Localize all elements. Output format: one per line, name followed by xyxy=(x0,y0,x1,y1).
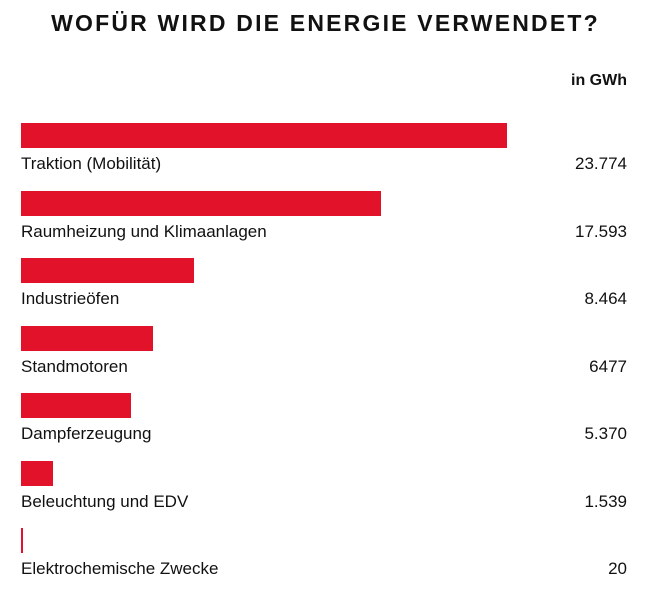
category-label: Dampferzeugung xyxy=(21,424,152,443)
unit-label: in GWh xyxy=(571,72,627,89)
category-label: Beleuchtung und EDV xyxy=(21,491,189,511)
value-label: 23.774 xyxy=(575,154,627,173)
category-label: Industrieöfen xyxy=(21,289,120,308)
value-label: 8.464 xyxy=(584,289,627,308)
value-label: 20 xyxy=(608,559,627,578)
bar-row: Raumheizung und Klimaanlagen 17.593 xyxy=(0,190,651,259)
bar xyxy=(21,190,381,216)
bar-row: Beleuchtung und EDV 1.539 xyxy=(0,460,651,529)
category-label: Traktion (Mobilität) xyxy=(21,154,162,173)
bar xyxy=(21,528,23,553)
bar-row: Traktion (Mobilität) 23.774 xyxy=(0,123,651,191)
bar xyxy=(21,393,131,418)
category-label: Elektrochemische Zwecke xyxy=(21,559,219,578)
bar-row: Standmotoren 6477 xyxy=(0,325,651,394)
value-label: 1.539 xyxy=(584,491,627,511)
bar-row: Elektrochemische Zwecke 20 xyxy=(0,528,651,596)
category-label: Raumheizung und Klimaanlagen xyxy=(21,221,267,241)
bar-row: Industrieöfen 8.464 xyxy=(0,258,651,326)
value-label: 6477 xyxy=(589,356,627,376)
value-label: 17.593 xyxy=(575,221,627,241)
bar xyxy=(21,325,154,351)
bar xyxy=(21,123,507,148)
bar xyxy=(21,460,53,486)
category-label: Standmotoren xyxy=(21,356,128,376)
bar xyxy=(21,258,194,283)
chart-title: WOFÜR WIRD DIE ENERGIE VERWENDET? xyxy=(51,10,600,36)
value-label: 5.370 xyxy=(584,424,627,443)
bar-row: Dampferzeugung 5.370 xyxy=(0,393,651,461)
